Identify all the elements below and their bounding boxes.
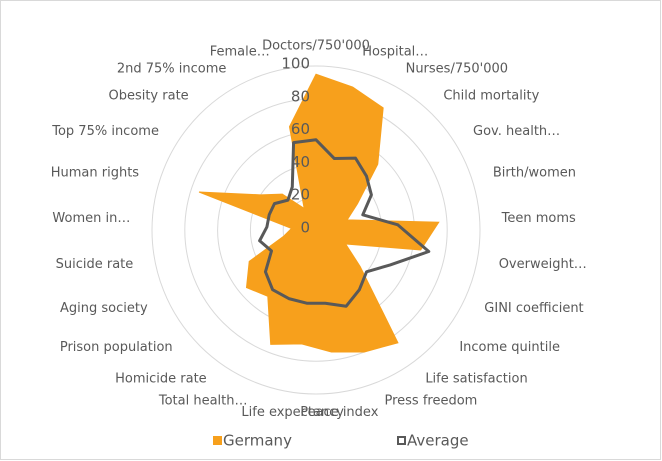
grid-circle bbox=[151, 65, 481, 395]
category-label: Women in… bbox=[52, 211, 130, 226]
legend-swatch bbox=[213, 436, 222, 445]
category-label: Teen moms bbox=[501, 211, 576, 226]
category-label: Top 75% income bbox=[51, 124, 159, 139]
legend-label: Germany bbox=[223, 432, 292, 450]
category-label: Birth/women bbox=[493, 166, 576, 181]
category-label: Hospital… bbox=[362, 44, 428, 59]
category-label: Female… bbox=[210, 44, 270, 59]
series-layer bbox=[198, 73, 440, 353]
category-label: Overweight… bbox=[499, 257, 587, 272]
category-label: Peace index bbox=[300, 405, 378, 420]
legend-label: Average bbox=[407, 432, 469, 450]
category-label: GINI coefficient bbox=[484, 301, 583, 316]
legend-swatch bbox=[397, 436, 406, 445]
category-label: Obesity rate bbox=[108, 88, 188, 103]
category-label: Press freedom bbox=[384, 394, 477, 409]
category-label: Nurses/750'000 bbox=[406, 61, 508, 76]
category-label: Aging society bbox=[60, 301, 148, 316]
category-label: Life satisfaction bbox=[425, 371, 527, 386]
area bbox=[198, 73, 440, 353]
r-tick-label: 40 bbox=[291, 153, 310, 171]
category-label: Suicide rate bbox=[56, 257, 134, 272]
category-label: Life expectancy bbox=[241, 405, 344, 420]
category-label: 2nd 75% income bbox=[117, 61, 227, 76]
category-label: Child mortality bbox=[443, 88, 539, 103]
category-label: Gov. health… bbox=[473, 124, 560, 139]
r-tick-label: 20 bbox=[291, 186, 310, 204]
category-label: Prison population bbox=[60, 340, 173, 355]
r-tick-label: 60 bbox=[291, 120, 310, 138]
category-label: Income quintile bbox=[459, 340, 560, 355]
category-label: Total health… bbox=[158, 394, 248, 409]
line bbox=[258, 138, 431, 308]
r-tick-label: 80 bbox=[291, 87, 310, 105]
r-tick-label: 100 bbox=[281, 55, 310, 73]
r-tick-label: 0 bbox=[300, 219, 310, 237]
category-label: Doctors/750'000 bbox=[262, 39, 370, 54]
category-label: Homicide rate bbox=[115, 371, 207, 386]
category-label: Human rights bbox=[51, 166, 140, 181]
